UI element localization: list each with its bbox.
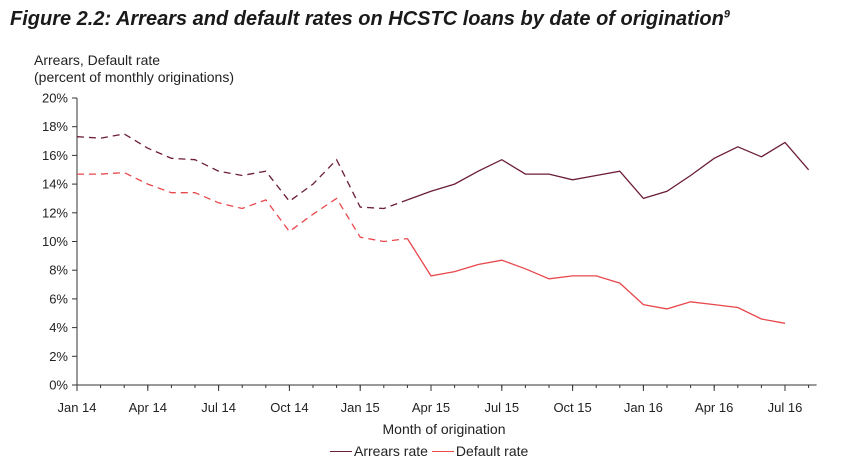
y-tick-label: 4% (49, 320, 68, 335)
y-tick-label: 0% (49, 378, 68, 393)
x-tick-label: Oct 14 (270, 400, 308, 415)
legend-swatch-arrears (330, 450, 352, 452)
legend-swatch-default (431, 450, 454, 452)
y-tick-label: 18% (42, 119, 68, 134)
y-tick-label: 12% (42, 205, 68, 220)
y-tick-label: 6% (49, 291, 68, 306)
y-tick-label: 20% (42, 91, 68, 106)
legend-label-default: Default rate (455, 443, 529, 459)
x-tick-label: Oct 15 (553, 400, 591, 415)
y-tick-label: 8% (49, 263, 68, 278)
x-tick-label: Apr 15 (412, 400, 450, 415)
x-tick-label: Jul 15 (484, 400, 519, 415)
x-tick-label: Apr 16 (695, 400, 733, 415)
y-tick-label: 14% (42, 177, 68, 192)
y-tick-label: 10% (42, 234, 68, 249)
y-tick-label: 2% (49, 349, 68, 364)
y-axis-label: Arrears, Default rate (percent of monthl… (34, 52, 234, 86)
x-tick-label: Jan 16 (624, 400, 663, 415)
chart-legend: Arrears rate Default rate (330, 443, 532, 459)
legend-item-default: Default rate (431, 443, 529, 459)
legend-label-arrears: Arrears rate (354, 443, 428, 459)
x-tick-label: Jan 14 (57, 400, 96, 415)
x-tick-label: Jan 15 (341, 400, 380, 415)
series-line-arrears-solid (407, 141, 810, 201)
x-tick-label: Apr 14 (129, 400, 167, 415)
y-axis-label-line-1: Arrears, Default rate (34, 52, 161, 68)
x-tick-label: Jul 16 (768, 400, 803, 415)
series-line-arrears-dashed (76, 133, 408, 210)
figure-title: Figure 2.2: Arrears and default rates on… (10, 8, 730, 31)
y-tick-label: 16% (42, 148, 68, 163)
series-line-default-solid (406, 238, 786, 324)
x-tick-label: Jul 14 (201, 400, 236, 415)
legend-item-arrears: Arrears rate (330, 443, 428, 459)
x-axis-label: Month of origination (382, 421, 506, 437)
figure-footnote-marker: 9 (723, 8, 730, 21)
figure-title-text: Figure 2.2: Arrears and default rates on… (10, 8, 724, 30)
y-axis-label-line-2: (percent of monthly originations) (34, 69, 234, 85)
series-line-default-dashed (77, 171, 408, 243)
